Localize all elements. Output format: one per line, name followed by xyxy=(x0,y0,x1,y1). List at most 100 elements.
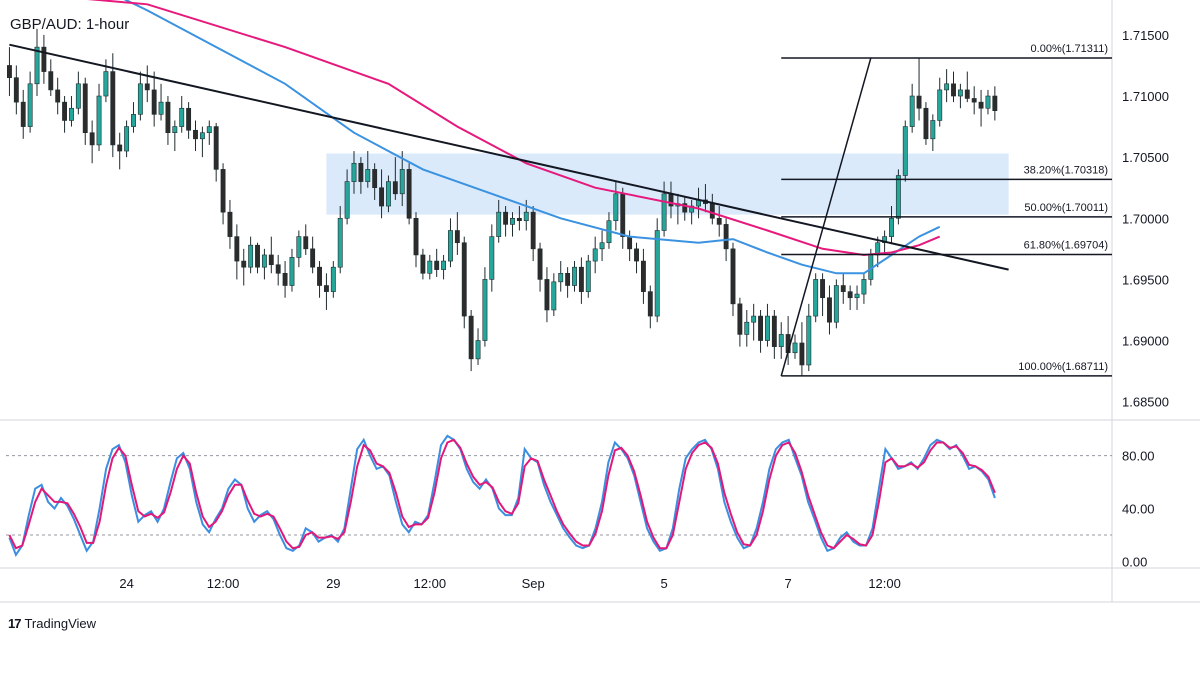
candle-body-up xyxy=(833,285,839,323)
candle-body-down xyxy=(820,279,826,299)
candle xyxy=(454,212,460,255)
candle xyxy=(682,196,688,221)
candle xyxy=(978,89,984,127)
candle xyxy=(496,199,502,243)
candle-body-down xyxy=(165,101,171,134)
candle-body-down xyxy=(20,101,26,127)
candle-body-up xyxy=(854,293,860,299)
candle-body-down xyxy=(358,162,364,182)
candle xyxy=(275,254,281,286)
candle-body-up xyxy=(592,248,598,262)
candle-body-up xyxy=(889,217,894,237)
candle-body-up xyxy=(523,211,529,222)
candle xyxy=(323,273,329,310)
candle xyxy=(661,181,667,237)
candle xyxy=(544,267,550,323)
candle-body-up xyxy=(744,321,750,335)
candle xyxy=(441,254,447,280)
candle xyxy=(255,242,260,274)
candle xyxy=(296,230,302,268)
price-tick-label: 1.71500 xyxy=(1122,28,1169,43)
candle xyxy=(206,120,212,145)
time-tick-label: Sep xyxy=(522,576,545,591)
candle xyxy=(248,236,254,274)
candle-body-up xyxy=(902,126,908,176)
candle-body-down xyxy=(7,65,12,78)
candle-body-up xyxy=(985,95,991,109)
candle xyxy=(41,34,47,84)
candle xyxy=(840,273,846,304)
candle xyxy=(565,267,571,298)
candle xyxy=(592,236,598,274)
candle xyxy=(551,273,557,317)
candle xyxy=(27,71,33,133)
candle xyxy=(241,248,247,286)
candle xyxy=(69,96,74,127)
candle-body-down xyxy=(647,291,653,317)
candle-body-down xyxy=(303,236,309,250)
candle-body-up xyxy=(813,279,819,317)
candle-body-down xyxy=(144,83,150,91)
price-tick-label: 1.69000 xyxy=(1122,334,1169,349)
candle-body-down xyxy=(89,132,95,146)
candle xyxy=(799,322,805,376)
candle-body-down xyxy=(227,211,233,237)
candle xyxy=(131,102,136,133)
candle-body-down xyxy=(420,254,426,274)
candle-body-up xyxy=(124,126,130,152)
candle-body-up xyxy=(510,217,515,225)
candle xyxy=(620,187,626,249)
candle xyxy=(165,96,171,145)
candle-body-down xyxy=(971,98,977,103)
descending-trendline xyxy=(9,43,1009,271)
candle-body-down xyxy=(620,193,626,237)
candle-body-down xyxy=(234,236,240,262)
candle-body-up xyxy=(386,181,391,207)
candle xyxy=(882,230,888,255)
candle-body-up xyxy=(337,217,343,268)
candle xyxy=(806,303,812,372)
candle-body-up xyxy=(296,236,302,258)
candle xyxy=(282,261,288,298)
candle xyxy=(572,261,577,292)
candle-body-up xyxy=(131,114,136,127)
candle xyxy=(358,157,364,194)
price-chart[interactable]: 0.00%(1.71311) 38.20%(1.70318) 50.00%(1.70… xyxy=(0,0,1200,610)
candle xyxy=(758,309,763,353)
candle-body-up xyxy=(158,101,164,115)
candle xyxy=(330,261,336,298)
candle xyxy=(895,169,901,225)
candle-body-down xyxy=(323,285,329,292)
candle-body-down xyxy=(413,217,419,256)
stochastic-k-line xyxy=(8,434,996,557)
candle xyxy=(213,122,219,182)
tradingview-logo-icon: 17 xyxy=(8,616,22,631)
candle-body-down xyxy=(723,224,729,250)
candle xyxy=(420,248,426,280)
candle xyxy=(951,71,956,103)
tradingview-branding[interactable]: 17 TradingView xyxy=(8,616,96,631)
candle xyxy=(930,114,936,152)
candle-body-down xyxy=(827,297,832,323)
candle-body-up xyxy=(882,236,888,244)
candle xyxy=(144,65,150,103)
candle-body-up xyxy=(27,83,33,127)
candle xyxy=(413,212,419,268)
candle xyxy=(151,71,157,127)
candle-body-up xyxy=(661,193,667,231)
candle-body-up xyxy=(861,279,867,295)
candle-body-down xyxy=(461,242,467,317)
candle-body-down xyxy=(992,95,998,111)
fib-level-label: 0.00%(1.71311) xyxy=(1031,43,1108,55)
candle-body-down xyxy=(923,107,929,140)
candle xyxy=(558,261,564,292)
candle-body-down xyxy=(255,244,260,268)
candle xyxy=(372,163,378,200)
candle xyxy=(730,242,736,317)
fib-level-label: 61.80%(1.69704) xyxy=(1024,239,1108,251)
candle xyxy=(751,303,757,341)
candle-body-up xyxy=(448,230,453,262)
candle-body-down xyxy=(737,303,743,335)
time-tick-label: 12:00 xyxy=(868,576,901,591)
candle-body-down xyxy=(406,169,412,219)
